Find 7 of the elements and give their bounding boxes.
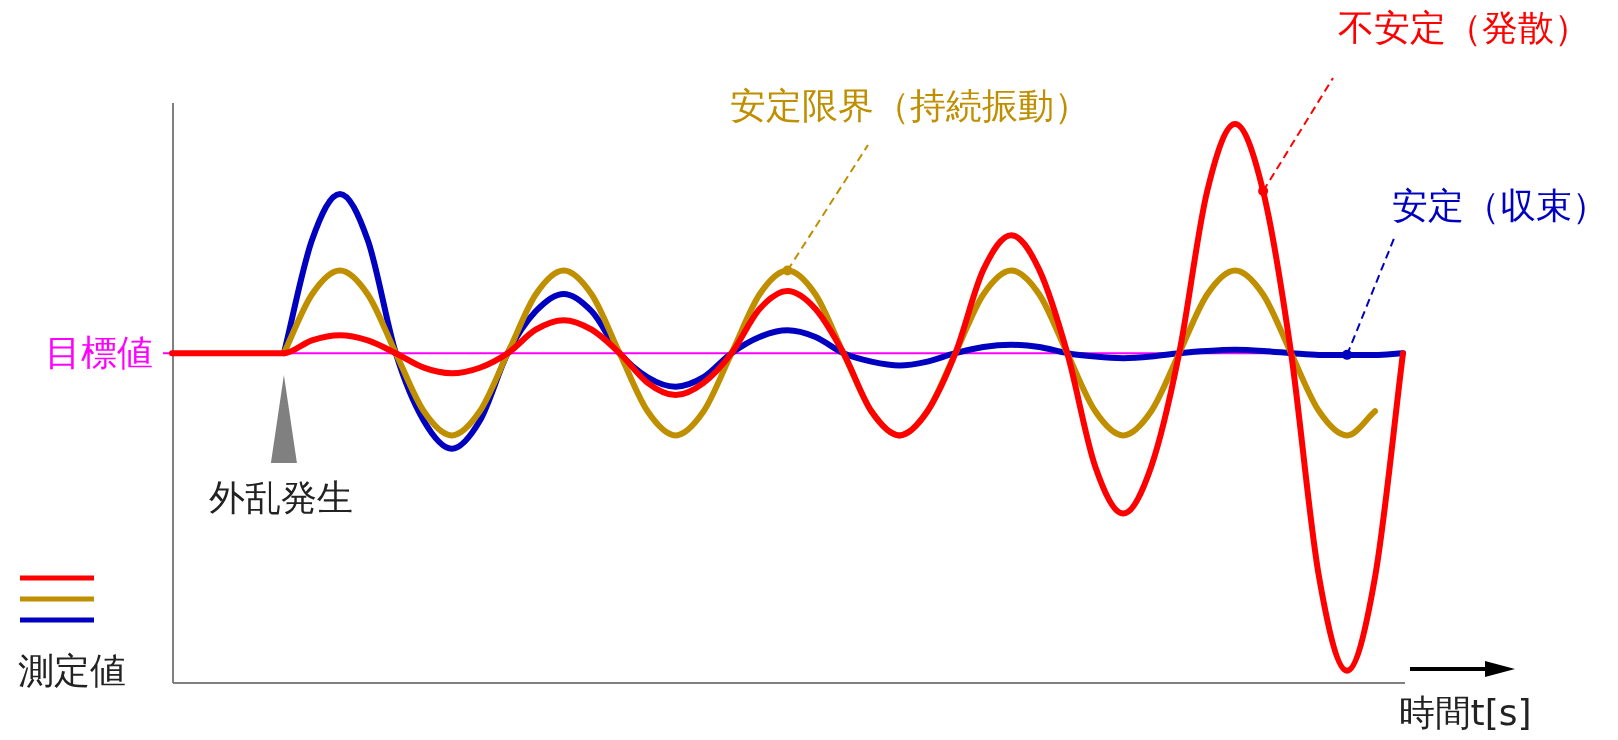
- x-axis-title: 時間t[s]: [1398, 692, 1532, 733]
- y-axis-title: 測定値: [18, 650, 126, 691]
- text: 安定（収束）: [1392, 185, 1608, 226]
- text: 不安定（発散）: [1338, 7, 1590, 48]
- ref-line-label: 目標値: [45, 332, 153, 374]
- text: 安定限界（持続振動）: [730, 85, 1090, 126]
- annotation: 外乱発生: [208, 477, 353, 518]
